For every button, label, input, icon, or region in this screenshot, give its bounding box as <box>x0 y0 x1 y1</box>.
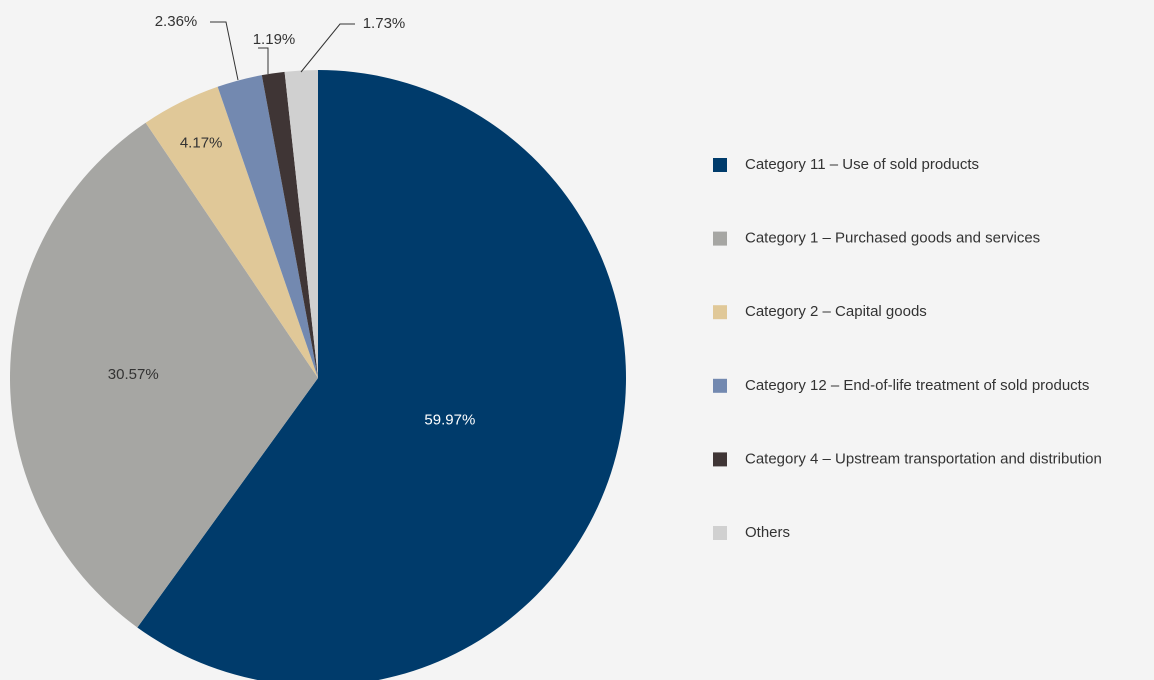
legend-label: Others <box>745 524 790 541</box>
slice-label: 1.73% <box>363 15 406 32</box>
legend-label: Category 4 – Upstream transportation and… <box>745 450 1102 467</box>
slice-label: 1.19% <box>253 31 296 48</box>
pie-slice <box>284 70 318 378</box>
leader-line <box>300 23 355 73</box>
slice-label: 59.97% <box>424 412 475 429</box>
legend-swatch <box>713 305 727 320</box>
pie-slice <box>261 71 318 378</box>
leader-line <box>258 47 269 74</box>
slice-label: 4.17% <box>180 135 223 152</box>
legend-label: Category 1 – Purchased goods and service… <box>745 230 1040 247</box>
legend-label: Category 2 – Capital goods <box>745 303 927 320</box>
slice-label: 30.57% <box>108 366 159 383</box>
slice-label: 2.36% <box>155 13 198 30</box>
legend-swatch <box>713 526 727 540</box>
legend-swatch <box>713 452 727 467</box>
legend-swatch <box>713 158 727 172</box>
leader-line <box>210 21 239 81</box>
legend-swatch <box>713 231 727 246</box>
legend-swatch <box>713 378 727 393</box>
pie-slice <box>145 86 318 378</box>
legend-label: Category 12 – End-of-life treatment of s… <box>745 377 1089 394</box>
pie-slice <box>217 75 318 378</box>
pie-slice <box>137 70 626 680</box>
pie-slice <box>10 122 319 628</box>
legend-label: Category 11 – Use of sold products <box>745 156 979 173</box>
